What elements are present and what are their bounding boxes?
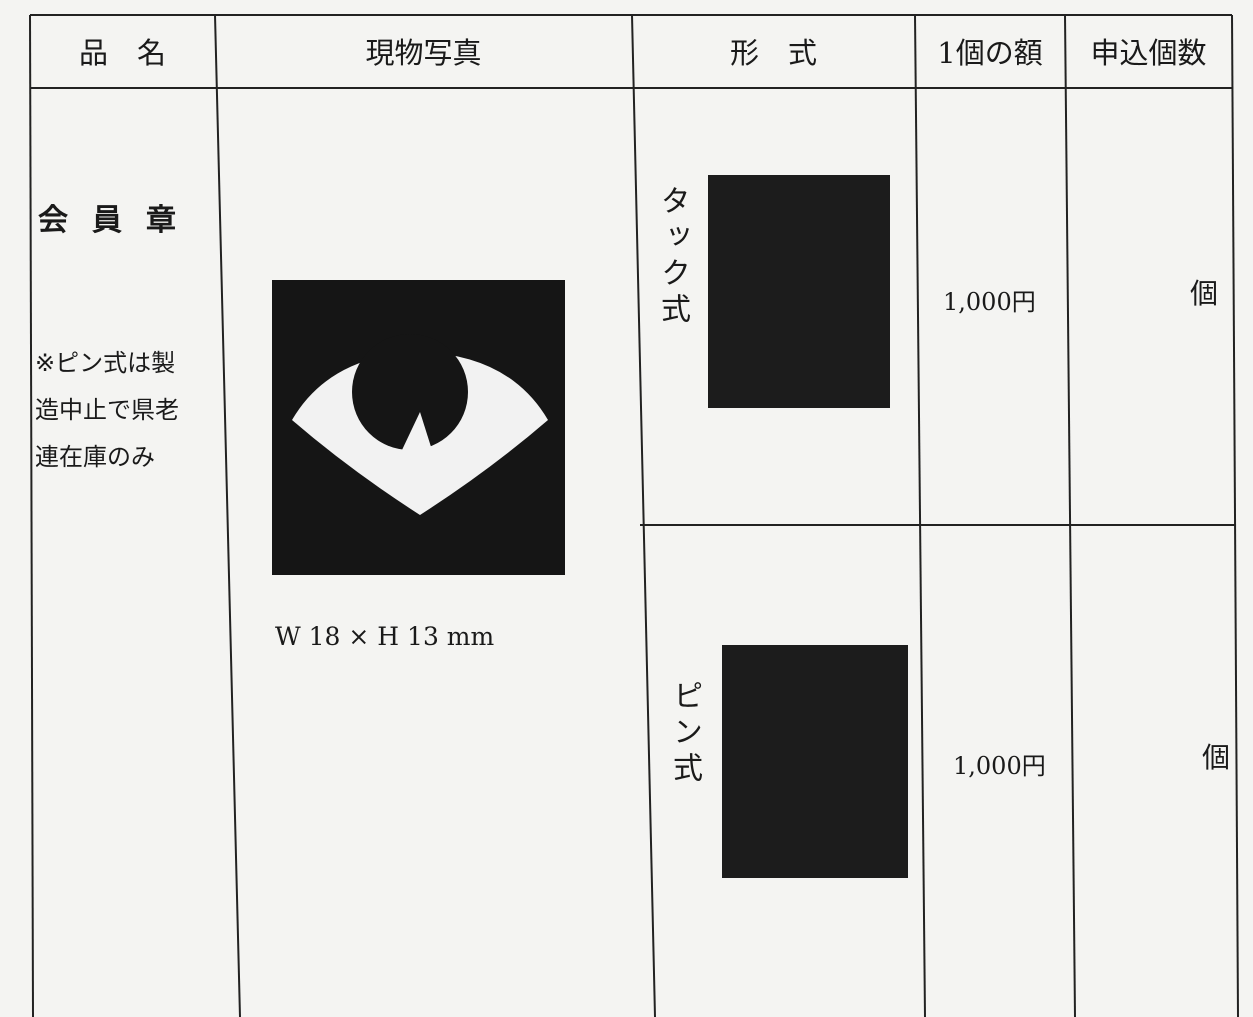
header-cell: 申込個数	[1090, 36, 1207, 70]
photo-caption: W 18 × H 13 mm	[275, 622, 495, 651]
price: 1,000円	[953, 752, 1046, 780]
header-cell: 1個の額	[937, 36, 1043, 70]
note-line: 造中止で県老	[35, 396, 179, 424]
item-note: ※ピン式は製 造中止で県老 連在庫のみ	[35, 340, 179, 481]
note-line: ※ピン式は製	[35, 349, 176, 377]
item-name: 会員章	[38, 203, 200, 238]
type-name: タック式	[655, 185, 690, 329]
pin-photo	[722, 645, 908, 878]
price: 1,000円	[943, 288, 1036, 316]
type-name: ピン式	[667, 680, 702, 788]
header-cell: 品 名	[78, 36, 166, 70]
tack-photo	[708, 175, 890, 408]
badge-photo	[272, 280, 565, 575]
header-cell: 形 式	[729, 36, 817, 70]
header-cell: 現物写真	[365, 36, 482, 70]
unit: 個	[1202, 741, 1231, 774]
unit: 個	[1190, 277, 1219, 310]
note-line: 連在庫のみ	[35, 443, 155, 471]
